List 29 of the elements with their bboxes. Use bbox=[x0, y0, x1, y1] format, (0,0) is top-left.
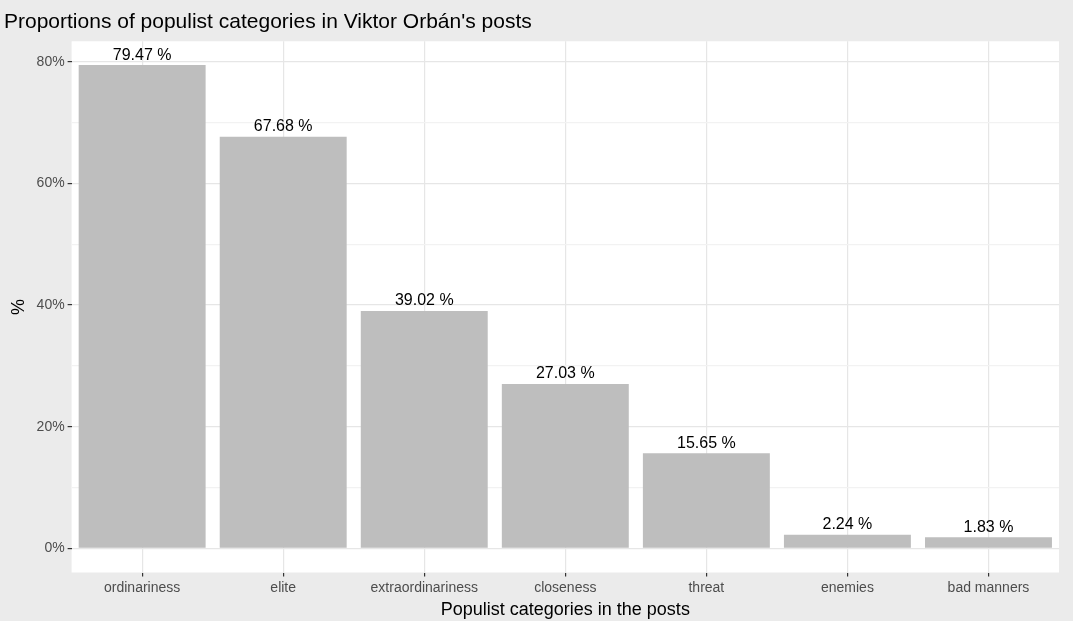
data-label: 67.68 % bbox=[253, 117, 313, 135]
y-tick-label: 20% bbox=[36, 417, 65, 434]
x-tick-label: elite bbox=[270, 578, 297, 595]
x-tick-label: enemies bbox=[820, 578, 874, 595]
y-tick-label: 0% bbox=[44, 539, 65, 556]
bar bbox=[783, 534, 911, 548]
data-label: 2.24 % bbox=[822, 515, 873, 533]
chart-title: Proportions of populist categories in Viktor Orbán's posts bbox=[4, 9, 532, 33]
data-label: 1.83 % bbox=[963, 517, 1014, 535]
bar bbox=[219, 136, 347, 548]
bar bbox=[360, 311, 488, 548]
y-tick-label: 60% bbox=[36, 174, 65, 191]
bar bbox=[78, 65, 206, 548]
data-label: 15.65 % bbox=[677, 433, 736, 451]
x-tick-label: ordinariness bbox=[104, 578, 181, 595]
bar bbox=[642, 453, 770, 548]
y-axis-title: % bbox=[7, 298, 28, 315]
bar bbox=[501, 383, 629, 548]
y-tick-label: 80% bbox=[36, 52, 65, 69]
x-tick-label: extraordinariness bbox=[370, 578, 478, 595]
bar bbox=[925, 537, 1052, 548]
x-axis-title: Populist categories in the posts bbox=[440, 599, 690, 620]
data-label: 39.02 % bbox=[394, 291, 454, 309]
data-label: 79.47 % bbox=[112, 45, 172, 63]
x-tick-label: bad manners bbox=[947, 578, 1030, 595]
data-label: 27.03 % bbox=[535, 364, 595, 382]
x-tick-label: closeness bbox=[534, 578, 597, 595]
x-tick-label: threat bbox=[688, 578, 725, 595]
y-tick-label: 40% bbox=[36, 295, 65, 312]
